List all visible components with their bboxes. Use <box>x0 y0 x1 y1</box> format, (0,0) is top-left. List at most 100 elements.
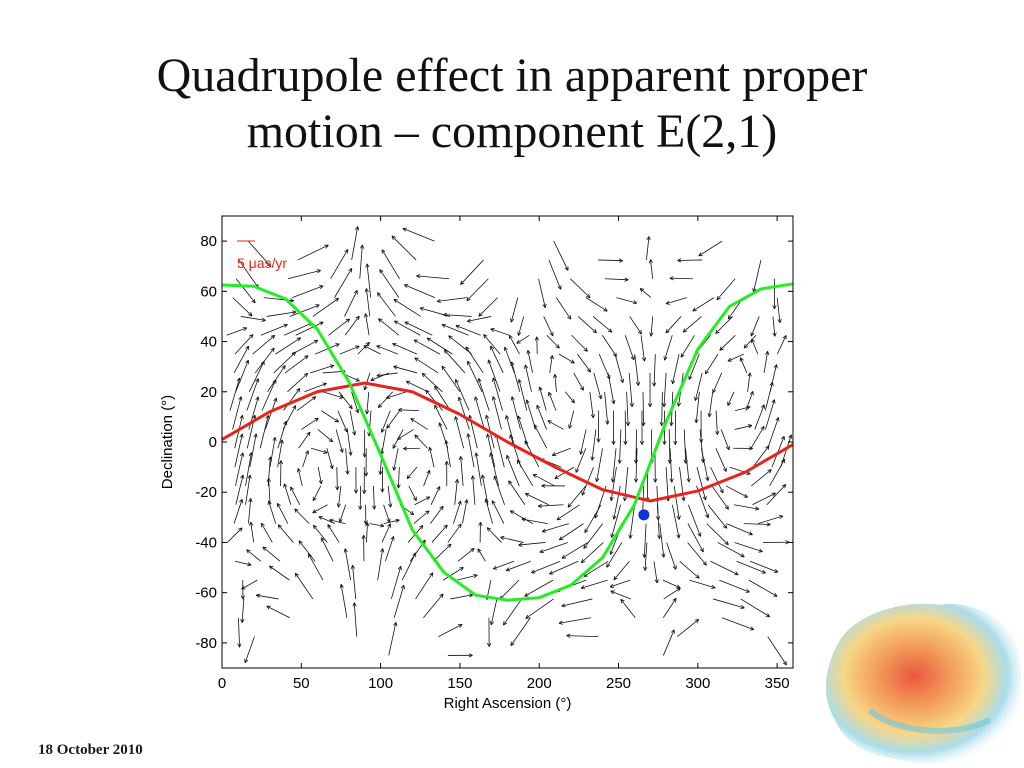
vector-arrow-285 <box>720 429 730 451</box>
vector-arrow-387 <box>357 341 370 355</box>
vector-arrow-28 <box>502 598 523 626</box>
slide-title-line-1: Quadrupole effect in apparent proper <box>156 49 868 102</box>
vector-arrow-27 <box>489 598 498 626</box>
vector-arrow-162 <box>278 460 283 486</box>
vector-arrow-240 <box>505 415 516 449</box>
vector-arrow-13 <box>423 593 444 619</box>
x-tick-label: 250 <box>606 675 631 692</box>
vector-arrow-252 <box>715 448 727 472</box>
vector-arrow-71 <box>653 561 659 584</box>
vector-arrow-265 <box>380 429 387 455</box>
vector-arrow-82 <box>365 522 370 543</box>
series-line-0 <box>221 381 794 503</box>
vector-arrow-170 <box>423 469 431 487</box>
y-tick-label: 60 <box>200 283 217 300</box>
vector-arrow-384 <box>291 339 319 355</box>
vector-arrow-315 <box>673 410 678 445</box>
vector-arrow-277 <box>579 429 587 455</box>
vector-arrow-480 <box>538 278 547 308</box>
vector-arrow-256 <box>232 396 243 430</box>
vector-arrow-328 <box>351 391 360 414</box>
vector-arrow-311 <box>611 410 616 445</box>
vector-arrow-243 <box>551 447 571 457</box>
vector-arrow-108 <box>369 523 385 528</box>
vector-arrow-290 <box>246 378 260 411</box>
vector-arrow-457 <box>292 285 324 298</box>
vector-arrow-409 <box>226 327 248 336</box>
vector-arrow-323 <box>267 365 286 393</box>
vector-arrow-88 <box>486 527 502 543</box>
y-tick-label: -60 <box>195 585 217 602</box>
x-tick-label: 300 <box>685 675 710 692</box>
vector-arrow-326 <box>322 391 344 399</box>
vector-arrow-205 <box>486 433 496 468</box>
vector-arrow-146 <box>524 493 549 506</box>
y-tick-label: 20 <box>200 384 217 401</box>
vector-arrow-21 <box>255 593 279 600</box>
vector-arrow-8 <box>767 636 787 666</box>
vector-arrow-3 <box>244 636 255 664</box>
vector-arrow-258 <box>264 397 278 430</box>
vector-arrow-437 <box>344 290 358 317</box>
vector-arrow-175 <box>506 454 520 487</box>
vector-arrow-102 <box>248 498 253 524</box>
vector-arrow-164 <box>312 485 322 502</box>
vector-arrow-92 <box>561 542 589 559</box>
vector-arrow-369 <box>549 355 554 374</box>
vector-arrow-305 <box>492 377 503 411</box>
vector-arrow-383 <box>275 337 301 355</box>
vector-arrow-313 <box>639 410 645 445</box>
vector-arrow-492 <box>548 259 562 290</box>
vector-arrow-455 <box>232 297 253 317</box>
vector-arrow-367 <box>503 346 515 374</box>
vector-arrow-59 <box>361 535 366 562</box>
vector-arrow-279 <box>617 429 622 464</box>
vector-arrow-192 <box>269 436 277 468</box>
vector-arrow-396 <box>534 336 539 355</box>
vector-arrow-444 <box>517 316 525 336</box>
vector-arrow-29 <box>525 598 554 619</box>
vector-arrow-270 <box>457 396 470 430</box>
vector-arrow-110 <box>413 510 430 524</box>
vector-arrow-81 <box>327 524 340 543</box>
vector-arrow-31 <box>610 590 632 600</box>
vector-arrow-374 <box>647 372 653 408</box>
vector-arrow-30 <box>561 598 593 608</box>
vector-arrow-299 <box>386 410 401 429</box>
vector-arrow-64 <box>477 548 486 562</box>
vector-arrow-74 <box>736 560 766 574</box>
vector-arrow-404 <box>688 353 700 380</box>
vector-arrow-19 <box>721 617 755 631</box>
vector-arrow-233 <box>392 448 399 471</box>
vector-arrow-4 <box>352 602 358 637</box>
x-axis-label: Right Ascension (°) <box>444 695 572 712</box>
vector-arrow-433 <box>240 316 266 322</box>
vector-arrow-188 <box>751 469 772 487</box>
vector-arrow-23 <box>350 564 357 599</box>
vector-arrow-271 <box>474 396 485 430</box>
vector-arrow-473 <box>235 278 256 304</box>
vector-arrow-250 <box>685 448 691 483</box>
vector-arrow-418 <box>404 321 433 336</box>
vector-arrow-34 <box>740 598 771 618</box>
vector-arrow-432 <box>743 335 757 349</box>
vector-arrow-172 <box>458 456 464 486</box>
vector-arrow-420 <box>455 324 481 336</box>
vector-arrow-499 <box>553 240 569 271</box>
vector-arrow-365 <box>465 346 484 374</box>
vector-arrow-293 <box>296 396 317 411</box>
vector-arrow-391 <box>413 339 441 355</box>
vector-arrow-386 <box>339 345 360 355</box>
vector-arrow-2 <box>662 629 675 656</box>
vector-arrow-63 <box>457 547 475 562</box>
vector-arrow-436 <box>312 297 340 317</box>
vector-arrow-307 <box>538 386 547 411</box>
vector-arrow-366 <box>490 345 504 374</box>
vector-arrow-96 <box>666 542 677 570</box>
vector-arrow-300 <box>398 407 420 413</box>
vector-arrow-18 <box>662 598 677 618</box>
vector-arrow-253 <box>733 446 753 451</box>
vector-arrow-22 <box>294 572 314 600</box>
vector-arrow-460 <box>379 269 400 298</box>
vector-arrow-105 <box>294 508 310 524</box>
